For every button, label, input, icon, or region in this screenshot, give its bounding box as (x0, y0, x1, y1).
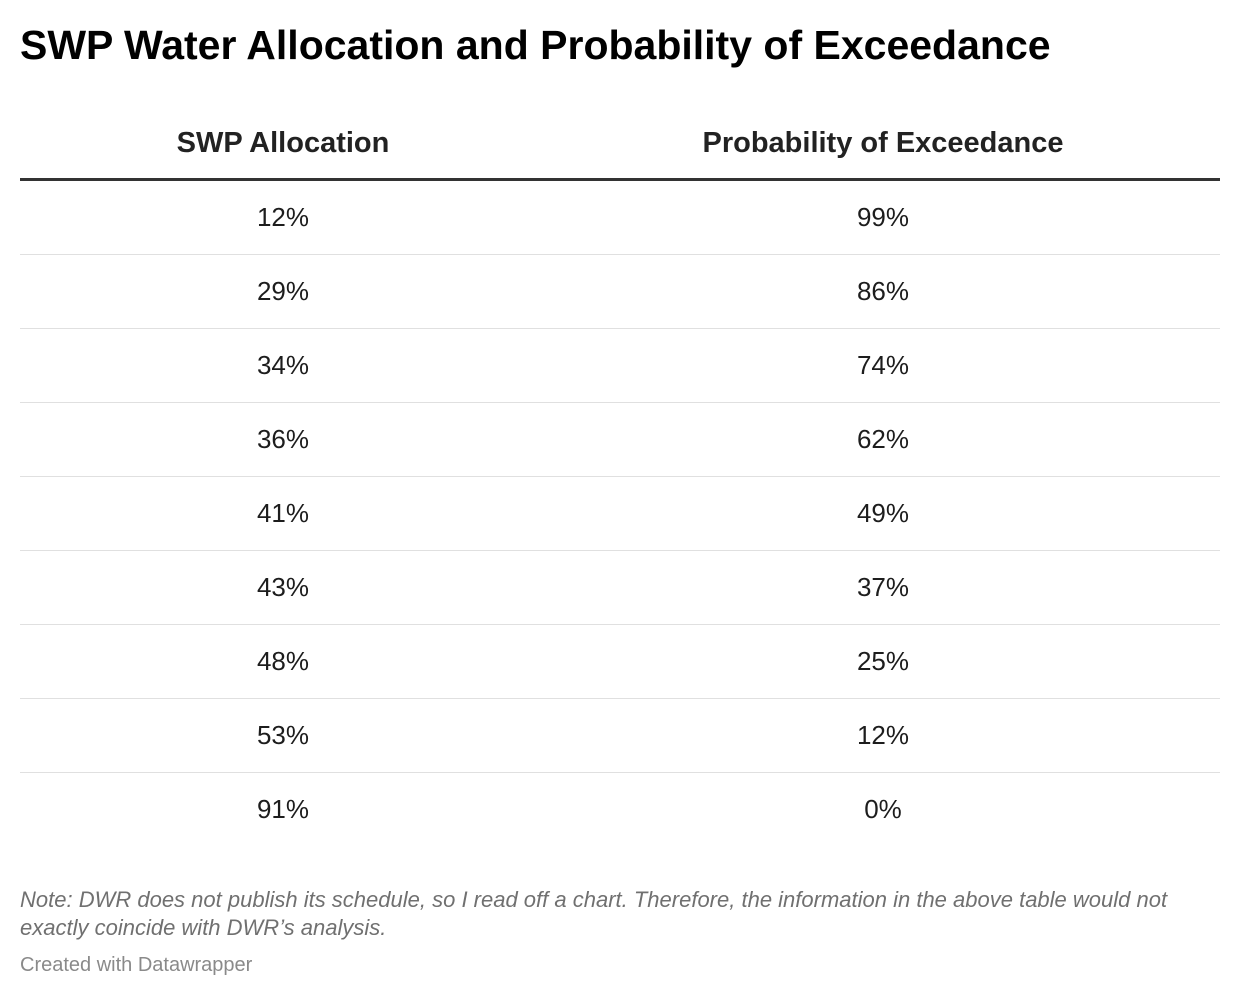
table-row: 34% 74% (20, 328, 1220, 403)
cell-probability-of-exceedance: 49% (546, 476, 1220, 551)
table-row: 53% 12% (20, 698, 1220, 773)
cell-probability-of-exceedance: 0% (864, 794, 902, 824)
table-row: 48% 25% (20, 624, 1220, 699)
header-row: SWP Allocation Probability of Exceedance (20, 108, 1220, 181)
cell-swp-allocation: 48% (20, 624, 546, 699)
cell-swp-allocation: 53% (20, 698, 546, 773)
cell-swp-allocation: 41% (20, 476, 546, 551)
table-row: 36% 62% (20, 402, 1220, 477)
cell-probability-of-exceedance: 25% (546, 624, 1220, 699)
cell-probability-of-exceedance: 86% (546, 254, 1220, 329)
table-row: 43% 37% (20, 550, 1220, 625)
table-body: 12% 99% 29% 86% 34% 74% 36% 62% 41% 49% 43% 37% 48% 2… (20, 179, 1220, 847)
table-row: 91% 0% (20, 773, 1220, 847)
chart-title: SWP Water Allocation and Probability of … (20, 22, 1051, 68)
credit-line: Created with Datawrapper (20, 954, 253, 976)
cell-probability-of-exceedance: 62% (546, 402, 1220, 477)
cell-probability-of-exceedance: 37% (546, 550, 1220, 625)
table-row: 41% 49% (20, 476, 1220, 551)
cell-probability-of-exceedance: 99% (546, 179, 1220, 255)
cell-probability-of-exceedance: 12% (546, 698, 1220, 773)
column-header-swp-allocation[interactable]: SWP Allocation (20, 108, 546, 181)
cell-swp-allocation: 12% (20, 179, 546, 255)
cell-swp-allocation: 36% (20, 402, 546, 477)
cell-probability-of-exceedance: 74% (546, 328, 1220, 403)
chart-note: Note: DWR does not publish its schedule,… (20, 887, 1168, 940)
table-row: 12% 99% (20, 179, 1220, 255)
data-table: SWP Allocation Probability of Exceedance… (20, 108, 1220, 846)
cell-swp-allocation: 29% (20, 254, 546, 329)
cell-swp-allocation: 43% (20, 550, 546, 625)
cell-swp-allocation: 34% (20, 328, 546, 403)
table-row: 29% 86% (20, 254, 1220, 329)
column-header-probability-of-exceedance[interactable]: Probability of Exceedance (546, 108, 1220, 181)
data-table-container: SWP Allocation Probability of Exceedance… (20, 108, 1220, 846)
cell-swp-allocation: 91% (256, 794, 310, 824)
